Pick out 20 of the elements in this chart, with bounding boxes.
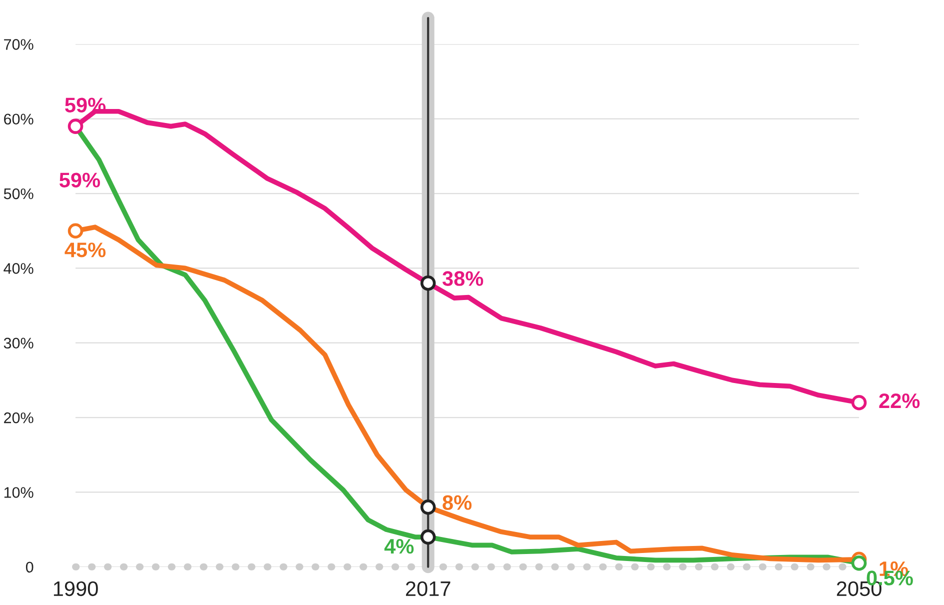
x-tick-label: 1990 xyxy=(54,581,98,596)
y-tick-label: 50% xyxy=(4,188,34,200)
y-tick-label: 30% xyxy=(4,338,34,349)
y-tick-label: 0 xyxy=(26,562,34,573)
annotation: 38% xyxy=(442,271,484,286)
y-tick-label: 60% xyxy=(4,114,34,125)
annotation: 8% xyxy=(442,495,472,510)
point xyxy=(851,394,867,410)
y-tick-label: 40% xyxy=(4,263,34,274)
annotation: 22% xyxy=(879,393,920,408)
annotation: 4% xyxy=(384,539,414,554)
point xyxy=(68,223,84,238)
point xyxy=(851,556,867,571)
annotation: 45% xyxy=(64,242,106,258)
y-tick-label: 20% xyxy=(4,412,34,424)
y-tick-label: 70% xyxy=(4,39,34,50)
annotation: 59% xyxy=(59,172,100,188)
point xyxy=(68,118,84,134)
x-tick-label: 2017 xyxy=(406,581,450,596)
y-tick-label: 10% xyxy=(4,487,34,498)
